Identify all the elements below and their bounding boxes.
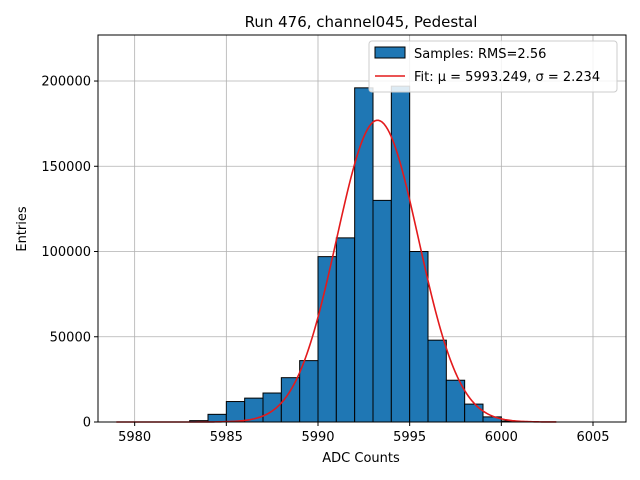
legend-box bbox=[368, 40, 618, 93]
ticks-layer: 5980 5985 5990 5995 6000 6005 0 50000 100000 1500… bbox=[41, 75, 609, 445]
x-tick-label: 6005 bbox=[576, 430, 609, 445]
legend-fit-label: Fit: μ = 5993.249, σ = 2.234 bbox=[414, 70, 600, 85]
x-tick-label: 5985 bbox=[210, 430, 243, 445]
x-tick-label: 6000 bbox=[485, 430, 518, 445]
histogram-bar bbox=[262, 392, 282, 423]
legend-samples-label: Samples: RMS=2.56 bbox=[414, 47, 546, 62]
x-axis-label: ADC Counts bbox=[322, 451, 400, 466]
histogram-bar bbox=[390, 85, 411, 423]
y-tick-label: 0 bbox=[83, 416, 91, 431]
x-tick-label: 5995 bbox=[393, 430, 426, 445]
axes-frame bbox=[97, 34, 627, 423]
histogram-bar bbox=[464, 403, 484, 423]
y-axis-label: Entries bbox=[15, 206, 30, 252]
bars-layer bbox=[189, 85, 521, 423]
histogram-bar bbox=[427, 339, 447, 423]
histogram-bar bbox=[335, 237, 356, 423]
histogram-bar bbox=[409, 251, 429, 423]
x-tick-label: 5980 bbox=[118, 430, 151, 445]
histogram-bar bbox=[207, 413, 227, 423]
histogram-bar bbox=[225, 401, 246, 423]
y-tick-label: 150000 bbox=[41, 160, 91, 175]
y-tick-label: 50000 bbox=[50, 330, 91, 345]
y-tick-label: 100000 bbox=[41, 245, 91, 260]
legend: Samples: RMS=2.56 Fit: μ = 5993.249, σ =… bbox=[368, 40, 618, 93]
histogram-bar bbox=[299, 360, 319, 423]
chart-title: Run 476, channel045, Pedestal bbox=[245, 13, 478, 31]
x-tick-label: 5990 bbox=[301, 430, 334, 445]
histogram-bar bbox=[372, 199, 392, 423]
legend-samples-patch bbox=[374, 46, 406, 59]
y-tick-label: 200000 bbox=[41, 75, 91, 90]
